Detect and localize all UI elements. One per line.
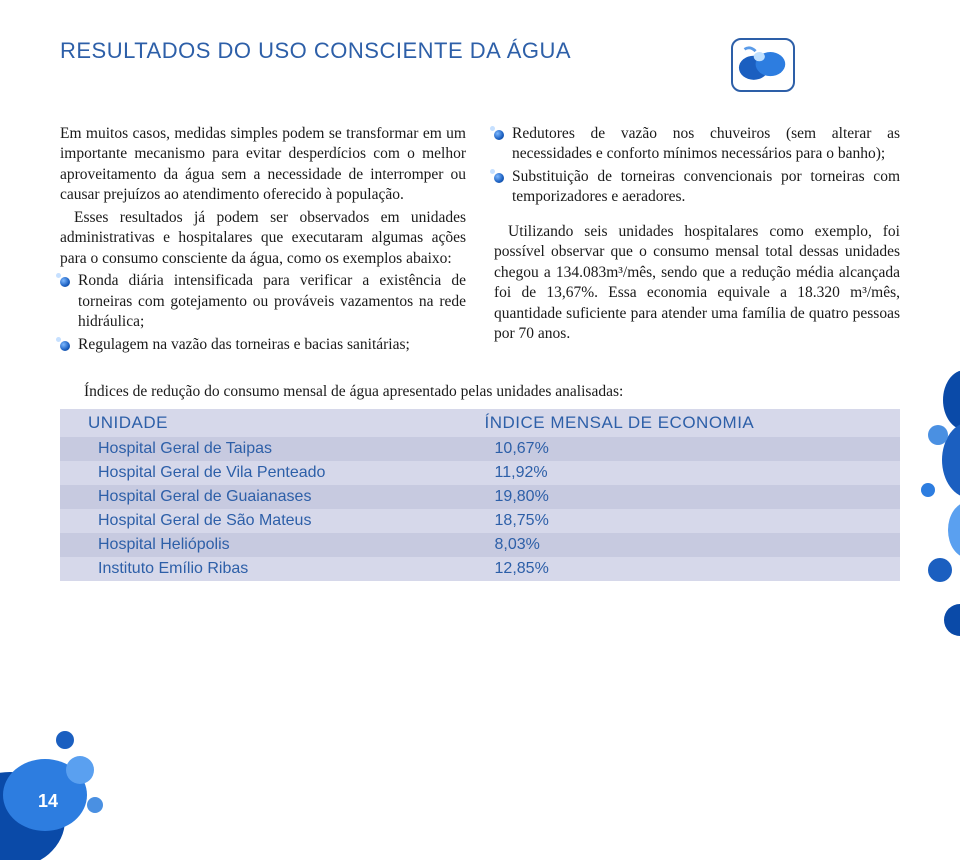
table-header-unit: UNIDADE [60, 409, 457, 437]
paragraph: Esses resultados já podem ser observados… [60, 208, 466, 269]
table-cell-unit: Hospital Geral de Taipas [60, 437, 457, 461]
table-row: Hospital Geral de São Mateus18,75% [60, 509, 900, 533]
table-row: Hospital Geral de Vila Penteado11,92% [60, 461, 900, 485]
page-title: RESULTADOS DO USO CONSCIENTE DA ÁGUA [60, 38, 571, 64]
table-cell-unit: Hospital Heliópolis [60, 533, 457, 557]
column-left: Em muitos casos, medidas simples podem s… [60, 124, 466, 357]
paragraph: Em muitos casos, medidas simples podem s… [60, 124, 466, 206]
table-cell-index: 10,67% [457, 437, 900, 461]
table-row: Instituto Emílio Ribas12,85% [60, 557, 900, 581]
table-intro: Índices de redução do consumo mensal de … [60, 383, 900, 401]
economy-table: UNIDADE ÍNDICE MENSAL DE ECONOMIA Hospit… [60, 409, 900, 581]
water-splash-decoration-icon [0, 700, 110, 860]
table-cell-unit: Hospital Geral de São Mateus [60, 509, 457, 533]
bullet-text: Regulagem na vazão das torneiras e bacia… [78, 336, 410, 353]
table-cell-unit: Instituto Emílio Ribas [60, 557, 457, 581]
water-splash-decoration-icon [910, 370, 960, 650]
bullet-text: Redutores de vazão nos chuveiros (sem al… [512, 125, 900, 162]
page-number: 14 [38, 791, 58, 812]
table-row: Hospital Geral de Guaianases19,80% [60, 485, 900, 509]
bullet-text: Substituição de torneiras convencionais … [512, 168, 900, 205]
table-cell-unit: Hospital Geral de Vila Penteado [60, 461, 457, 485]
bullet-item: Redutores de vazão nos chuveiros (sem al… [494, 124, 900, 165]
bullet-item: Ronda diária intensificada para verifica… [60, 271, 466, 332]
bullet-item: Regulagem na vazão das torneiras e bacia… [60, 335, 466, 355]
column-right: Redutores de vazão nos chuveiros (sem al… [494, 124, 900, 357]
table-cell-index: 12,85% [457, 557, 900, 581]
bullet-item: Substituição de torneiras convencionais … [494, 167, 900, 208]
table-row: Hospital Geral de Taipas10,67% [60, 437, 900, 461]
table-cell-unit: Hospital Geral de Guaianases [60, 485, 457, 509]
table-cell-index: 18,75% [457, 509, 900, 533]
table-cell-index: 8,03% [457, 533, 900, 557]
water-logo-icon [731, 38, 795, 92]
bullet-text: Ronda diária intensificada para verifica… [78, 272, 466, 330]
table-header-index: ÍNDICE MENSAL DE ECONOMIA [457, 409, 900, 437]
table-row: Hospital Heliópolis8,03% [60, 533, 900, 557]
table-cell-index: 19,80% [457, 485, 900, 509]
table-cell-index: 11,92% [457, 461, 900, 485]
paragraph: Utilizando seis unidades hospitalares co… [494, 222, 900, 345]
